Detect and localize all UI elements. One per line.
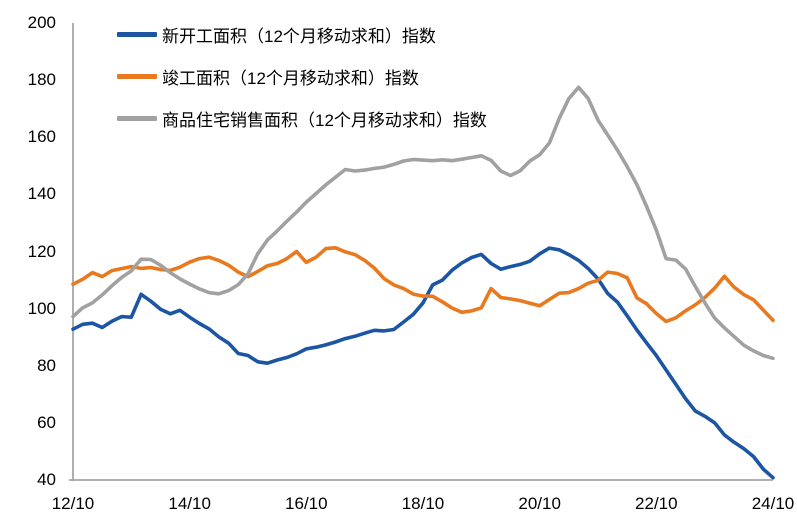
legend-swatch-completions-line [117,73,157,79]
y-tick-label: 100 [27,298,56,318]
x-tick-label: 12/10 [51,494,95,513]
y-tick-label: 60 [37,412,56,432]
x-tick-label: 24/10 [751,494,795,513]
series-line-residential-sales [71,85,775,361]
x-tick-label: 22/10 [635,494,678,513]
x-tick-label: 16/10 [285,494,328,513]
series-line-new-starts [71,246,775,480]
legend-label-new-starts: 新开工面积（12个月移动求和）指数 [162,26,436,46]
legend-swatch-new-starts-line [117,31,157,37]
x-tick-label: 14/10 [168,494,211,513]
y-tick-label: 120 [27,241,56,261]
y-tick-label: 40 [37,470,56,489]
legend: 新开工面积（12个月移动求和）指数 竣工面积（12个月移动求和）指数 商品住宅销… [117,22,487,148]
y-tick-label: 180 [27,70,56,90]
x-tick-label: 18/10 [401,494,445,513]
legend-item-completions: 竣工面积（12个月移动求和）指数 [117,64,487,88]
legend-label-residential-sales: 商品住宅销售面积（12个月移动求和）指数 [162,110,487,130]
legend-label-completions: 竣工面积（12个月移动求和）指数 [162,68,419,88]
y-tick-label: 140 [27,184,56,204]
series-line-completions [71,246,775,324]
legend-swatch-residential-sales-line [117,115,157,121]
y-tick-label: 200 [27,13,56,32]
y-tick-label: 80 [37,355,56,375]
legend-item-new-starts: 新开工面积（12个月移动求和）指数 [117,22,487,46]
x-tick-label: 20/10 [518,494,561,513]
legend-item-residential-sales: 商品住宅销售面积（12个月移动求和）指数 [117,106,487,130]
y-tick-label: 160 [27,127,56,147]
